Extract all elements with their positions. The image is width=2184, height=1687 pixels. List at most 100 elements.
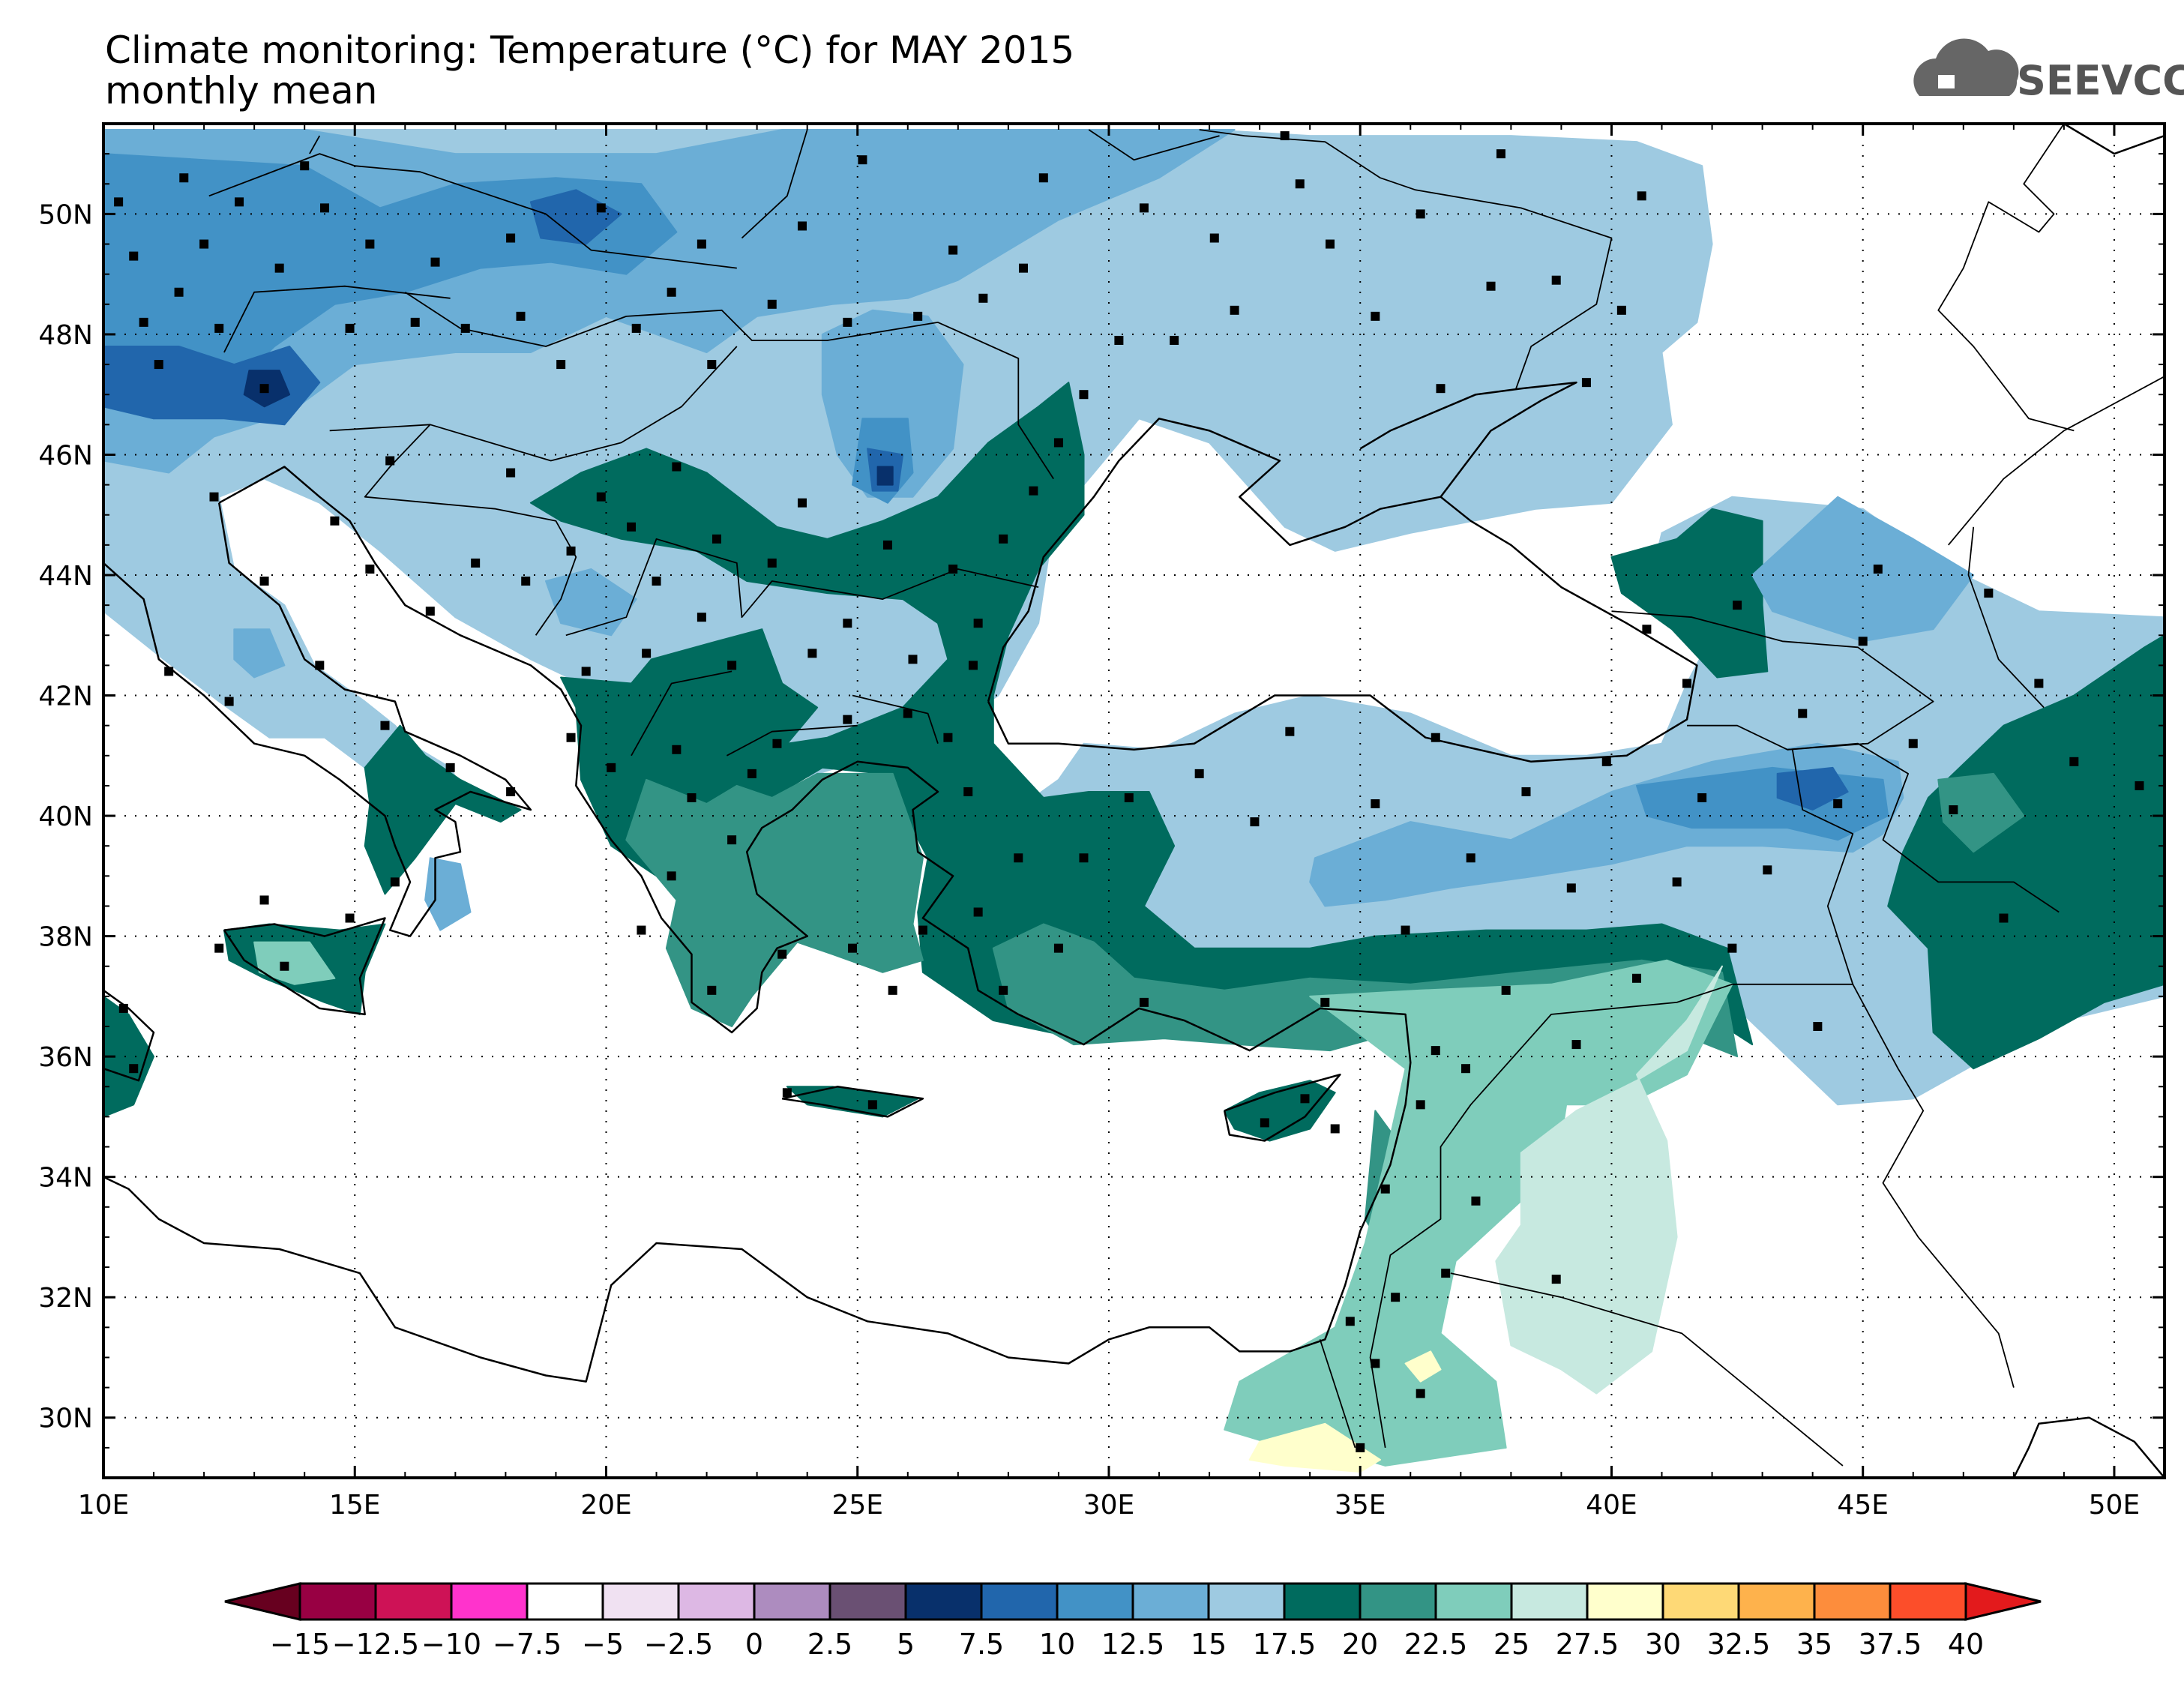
station-marker — [179, 173, 189, 183]
country-border — [726, 724, 858, 757]
station-marker — [1320, 997, 1330, 1007]
station-marker — [1325, 239, 1335, 249]
station-marker — [1053, 943, 1063, 953]
lon-tick-label: 40E — [1586, 1490, 1637, 1521]
country-border — [329, 346, 738, 462]
station-marker — [1682, 679, 1692, 688]
station-marker — [345, 913, 355, 923]
station-marker — [2135, 781, 2144, 790]
station-marker — [385, 456, 395, 466]
lon-tick-label: 50E — [2089, 1490, 2141, 1521]
country-border — [1088, 129, 1220, 161]
station-marker — [596, 203, 606, 213]
country-border — [1787, 742, 2060, 913]
lon-tick-label: 35E — [1335, 1490, 1386, 1521]
station-marker — [235, 197, 244, 207]
station-marker — [1461, 1064, 1471, 1074]
map-frame — [102, 122, 2166, 1479]
station-marker — [1139, 997, 1149, 1007]
latitude-axis: 50N 48N 46N 44N 42N 40N 38N 36N 34N 32N 30N — [38, 123, 2165, 1479]
country-border — [364, 424, 577, 636]
station-marker — [1380, 1184, 1390, 1194]
temp-region-27.5-30 — [1404, 1350, 1442, 1383]
legend-swatch — [1434, 1582, 1513, 1621]
legend-swatch — [1737, 1582, 1816, 1621]
legend-swatch — [1359, 1582, 1437, 1621]
coastlines — [103, 124, 2165, 1478]
station-marker — [315, 661, 325, 670]
station-marker — [1637, 191, 1646, 201]
legend-swatch — [1131, 1582, 1210, 1621]
station-marker — [274, 263, 284, 273]
station-marker — [2034, 679, 2044, 688]
lat-tick-label: 30N — [38, 1404, 93, 1434]
station-marker — [1581, 378, 1591, 388]
station-marker — [516, 311, 526, 321]
station-marker — [1672, 877, 1682, 887]
station-marker — [627, 522, 637, 532]
station-marker — [445, 763, 455, 772]
station-marker — [1139, 203, 1149, 213]
station-marker — [1401, 925, 1410, 935]
station-marker — [556, 360, 566, 370]
station-marker — [968, 661, 978, 670]
temp-region-12.5-15 — [424, 857, 472, 931]
country-border — [309, 135, 321, 154]
station-marker — [607, 763, 616, 772]
station-marker — [1616, 305, 1626, 315]
country-border — [1937, 124, 2075, 432]
station-marker — [642, 649, 652, 658]
station-marker — [380, 721, 390, 730]
lon-tick-label: 30E — [1083, 1490, 1135, 1521]
country-border — [1852, 984, 2015, 1388]
station-marker — [843, 317, 852, 327]
station-marker — [1813, 1022, 1823, 1031]
legend-label: −15 — [270, 1628, 330, 1661]
station-marker — [1079, 390, 1089, 400]
station-marker — [797, 221, 807, 231]
station-marker — [1209, 233, 1219, 243]
legend-swatch — [1889, 1582, 1967, 1621]
legend-label: 12.5 — [1101, 1628, 1165, 1661]
station-marker — [667, 287, 676, 297]
station-marker — [1642, 625, 1652, 634]
map-area — [103, 124, 2165, 1478]
station-marker — [707, 985, 717, 995]
station-marker — [882, 540, 892, 550]
country-border — [1611, 610, 1934, 751]
legend-label: −5 — [582, 1628, 624, 1661]
station-marker — [154, 360, 163, 370]
legend-swatch — [298, 1582, 377, 1621]
station-marker — [1230, 305, 1239, 315]
station-marker — [712, 534, 721, 544]
longitude-axis: 10E 15E 20E 25E 30E 35E 40E 45E 50E — [78, 124, 2165, 1521]
station-marker — [1697, 793, 1707, 802]
title-line-1: Climate monitoring: Temperature (°C) for… — [105, 28, 1074, 72]
station-marker — [1124, 793, 1134, 802]
coastline — [1223, 1073, 1341, 1142]
legend-swatch — [1283, 1582, 1362, 1621]
station-marker — [631, 323, 641, 333]
station-marker — [1999, 913, 2009, 923]
lon-tick-label: 10E — [78, 1490, 130, 1521]
station-marker — [973, 619, 983, 628]
station-marker — [596, 492, 606, 502]
station-marker — [908, 655, 918, 664]
station-marker — [1416, 209, 1425, 219]
temp-region-7.5-10 — [103, 346, 321, 426]
station-marker — [1345, 1317, 1355, 1326]
station-marker — [2069, 757, 2079, 766]
station-marker — [1416, 1389, 1425, 1398]
station-marker — [1330, 1124, 1340, 1134]
coastline — [781, 1086, 924, 1118]
country-border — [1450, 1272, 1844, 1467]
station-marker — [747, 769, 756, 778]
legend-label: 2.5 — [807, 1628, 852, 1661]
legend-label: 20 — [1342, 1628, 1378, 1661]
legend-swatch — [1207, 1582, 1286, 1621]
station-marker — [330, 516, 340, 526]
station-marker — [672, 745, 682, 754]
station-marker — [259, 384, 269, 394]
station-marker — [1079, 853, 1089, 863]
legend-label: −12.5 — [332, 1628, 419, 1661]
